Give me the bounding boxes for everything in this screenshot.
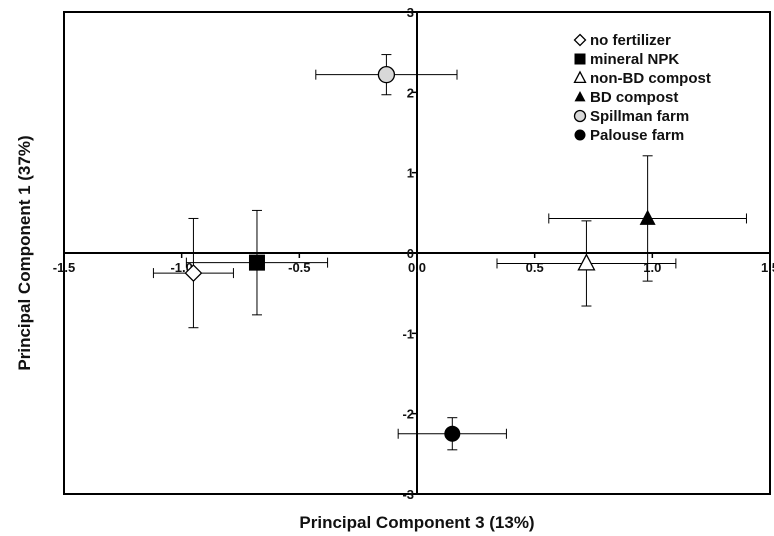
x-axis-title: Principal Component 3 (13%) — [299, 513, 534, 532]
data-point — [577, 253, 596, 271]
data-point-group — [315, 54, 458, 96]
data-point — [444, 425, 461, 442]
legend-label: BD compost — [590, 89, 678, 106]
y-tick-label: 0 — [407, 246, 414, 261]
x-tick-labels: -1.5-1.0-0.50.00.51.01.5 — [53, 253, 774, 275]
legend-marker — [573, 109, 587, 123]
legend-marker — [573, 33, 587, 47]
y-tick-label: -1 — [402, 326, 414, 341]
data-point — [248, 254, 265, 271]
legend-marker — [574, 129, 586, 141]
x-tick-label: -1.5 — [53, 260, 75, 275]
legend-marker — [573, 70, 587, 84]
y-tick-label: 3 — [407, 5, 414, 20]
legend: no fertilizer mineral NPK non-BD compost BD… — [573, 32, 711, 144]
data-point-group — [496, 220, 677, 307]
y-tick-label: -2 — [402, 407, 414, 422]
legend-marker — [574, 53, 586, 65]
legend-label: no fertilizer — [590, 32, 671, 49]
data-point-group — [397, 417, 507, 451]
legend-label: Spillman farm — [590, 108, 689, 125]
legend-marker — [574, 90, 586, 102]
data-point — [639, 209, 656, 225]
y-tick-label: 1 — [407, 166, 414, 181]
legend-label: mineral NPK — [590, 51, 679, 68]
x-tick-label: 0.0 — [408, 260, 426, 275]
data-point-group — [185, 209, 329, 316]
data-point-group — [548, 155, 747, 282]
x-tick-label: -0.5 — [288, 260, 310, 275]
data-points — [152, 54, 747, 451]
data-point — [377, 66, 396, 84]
data-point-group — [152, 217, 234, 329]
x-tick-label: 1.0 — [643, 260, 661, 275]
legend-label: Palouse farm — [590, 127, 684, 144]
y-tick-labels: 3 2 1 0 -1 -2 -3 — [402, 5, 417, 502]
legend-label: non-BD compost — [590, 70, 711, 87]
y-axis-title: Principal Component 1 (37%) — [15, 135, 34, 370]
x-tick-label: 1.5 — [761, 260, 774, 275]
y-tick-label: 2 — [407, 85, 414, 100]
data-point — [184, 264, 203, 283]
y-tick-label: -3 — [402, 487, 414, 502]
x-tick-label: 0.5 — [526, 260, 544, 275]
